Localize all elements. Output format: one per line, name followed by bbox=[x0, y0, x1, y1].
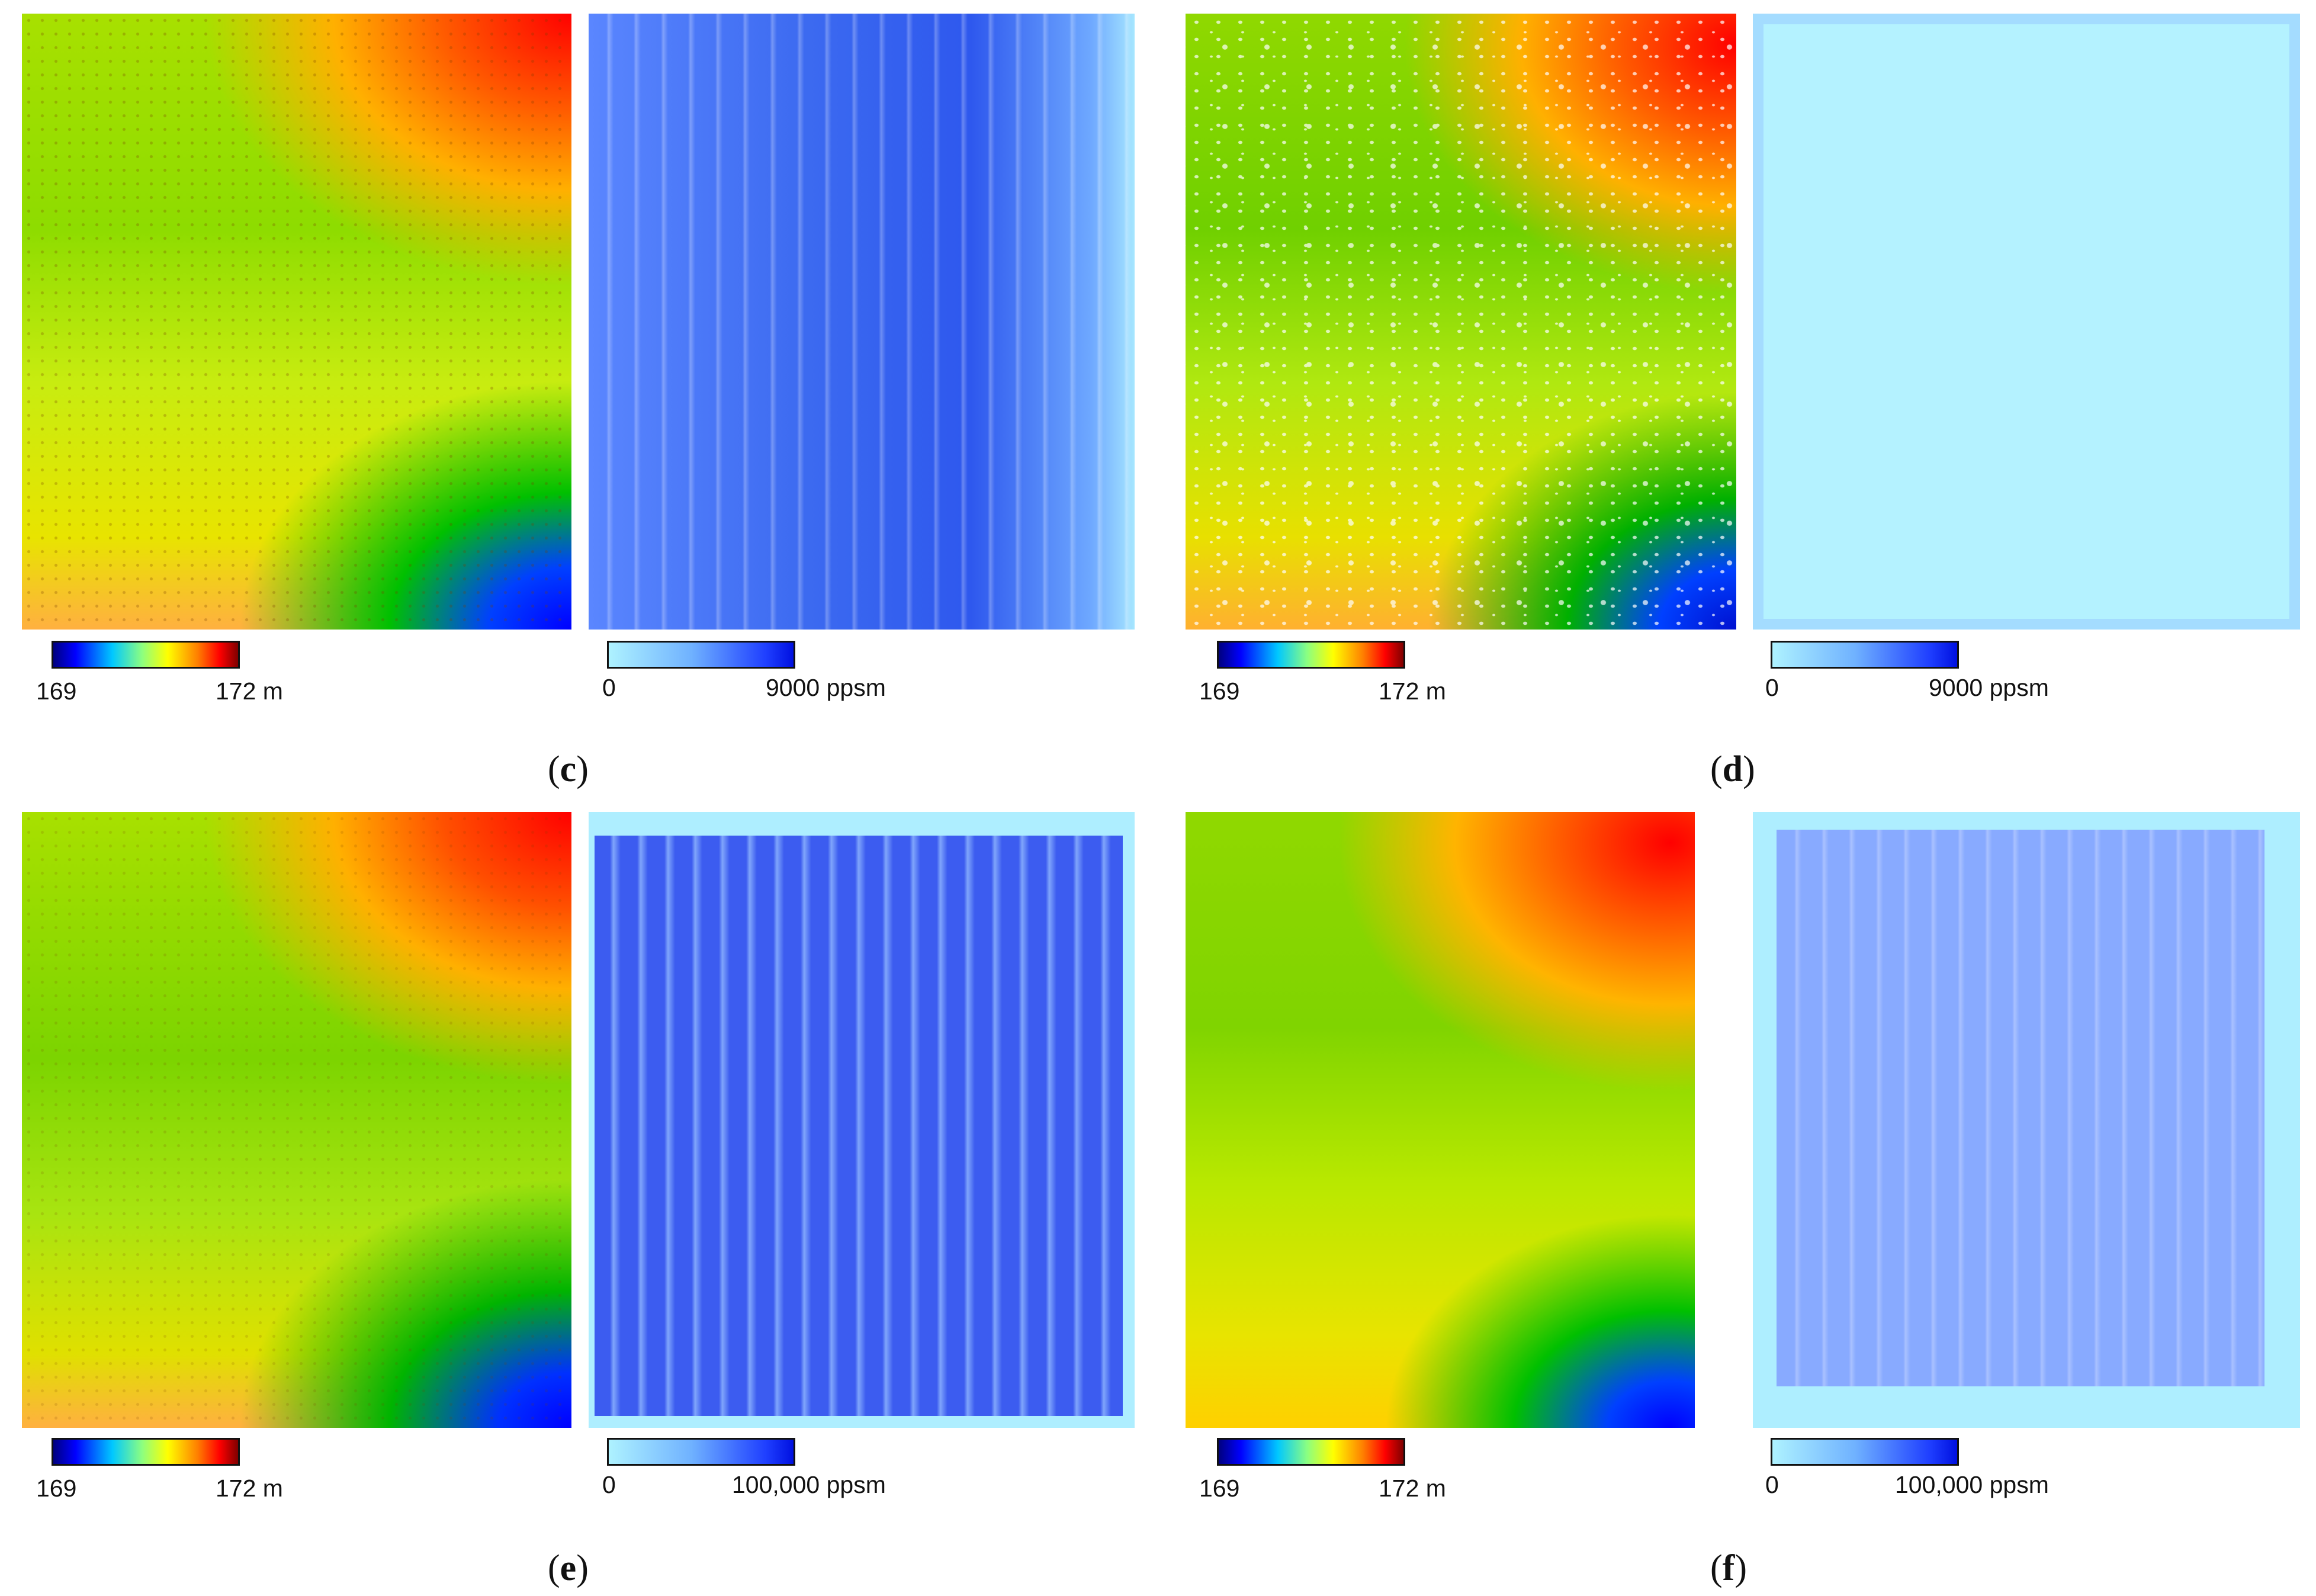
caption-c: (c) bbox=[548, 749, 589, 789]
density-min-label-c: 0 bbox=[602, 674, 616, 701]
caption-d: (d) bbox=[1710, 749, 1755, 789]
density-max-label-e: 100,000 ppsm bbox=[732, 1471, 886, 1498]
elevation-min-label-e: 169 bbox=[36, 1475, 77, 1502]
density-map-e bbox=[589, 812, 1135, 1428]
density-min-label-f: 0 bbox=[1765, 1471, 1779, 1498]
elevation-colorbar-d bbox=[1217, 641, 1405, 669]
density-colorbar-d bbox=[1771, 641, 1959, 669]
elevation-max-label-d: 172 m bbox=[1379, 677, 1446, 705]
elevation-max-label-e: 172 m bbox=[216, 1475, 283, 1502]
elevation-map-c bbox=[22, 14, 571, 630]
density-max-label-c: 9000 ppsm bbox=[766, 674, 886, 701]
density-map-f bbox=[1753, 812, 2300, 1428]
density-colorbar-e bbox=[607, 1438, 795, 1466]
density-map-d bbox=[1753, 14, 2300, 630]
density-max-label-f: 100,000 ppsm bbox=[1895, 1471, 2049, 1498]
elevation-min-label-c: 169 bbox=[36, 677, 77, 705]
elevation-map-e bbox=[22, 812, 571, 1428]
elevation-max-label-f: 172 m bbox=[1379, 1475, 1446, 1502]
elevation-colorbar-e bbox=[52, 1438, 240, 1466]
elevation-min-label-d: 169 bbox=[1199, 677, 1240, 705]
density-colorbar-c bbox=[607, 641, 795, 669]
density-map-c bbox=[589, 14, 1135, 630]
caption-f: (f) bbox=[1710, 1548, 1747, 1588]
elevation-max-label-c: 172 m bbox=[216, 677, 283, 705]
elevation-colorbar-f bbox=[1217, 1438, 1405, 1466]
elevation-min-label-f: 169 bbox=[1199, 1475, 1240, 1502]
caption-e: (e) bbox=[548, 1548, 589, 1588]
elevation-map-d bbox=[1186, 14, 1736, 630]
density-min-label-e: 0 bbox=[602, 1471, 616, 1498]
density-min-label-d: 0 bbox=[1765, 674, 1779, 701]
density-max-label-d: 9000 ppsm bbox=[1929, 674, 2049, 701]
density-colorbar-f bbox=[1771, 1438, 1959, 1466]
elevation-colorbar-c bbox=[52, 641, 240, 669]
elevation-map-f bbox=[1186, 812, 1736, 1428]
